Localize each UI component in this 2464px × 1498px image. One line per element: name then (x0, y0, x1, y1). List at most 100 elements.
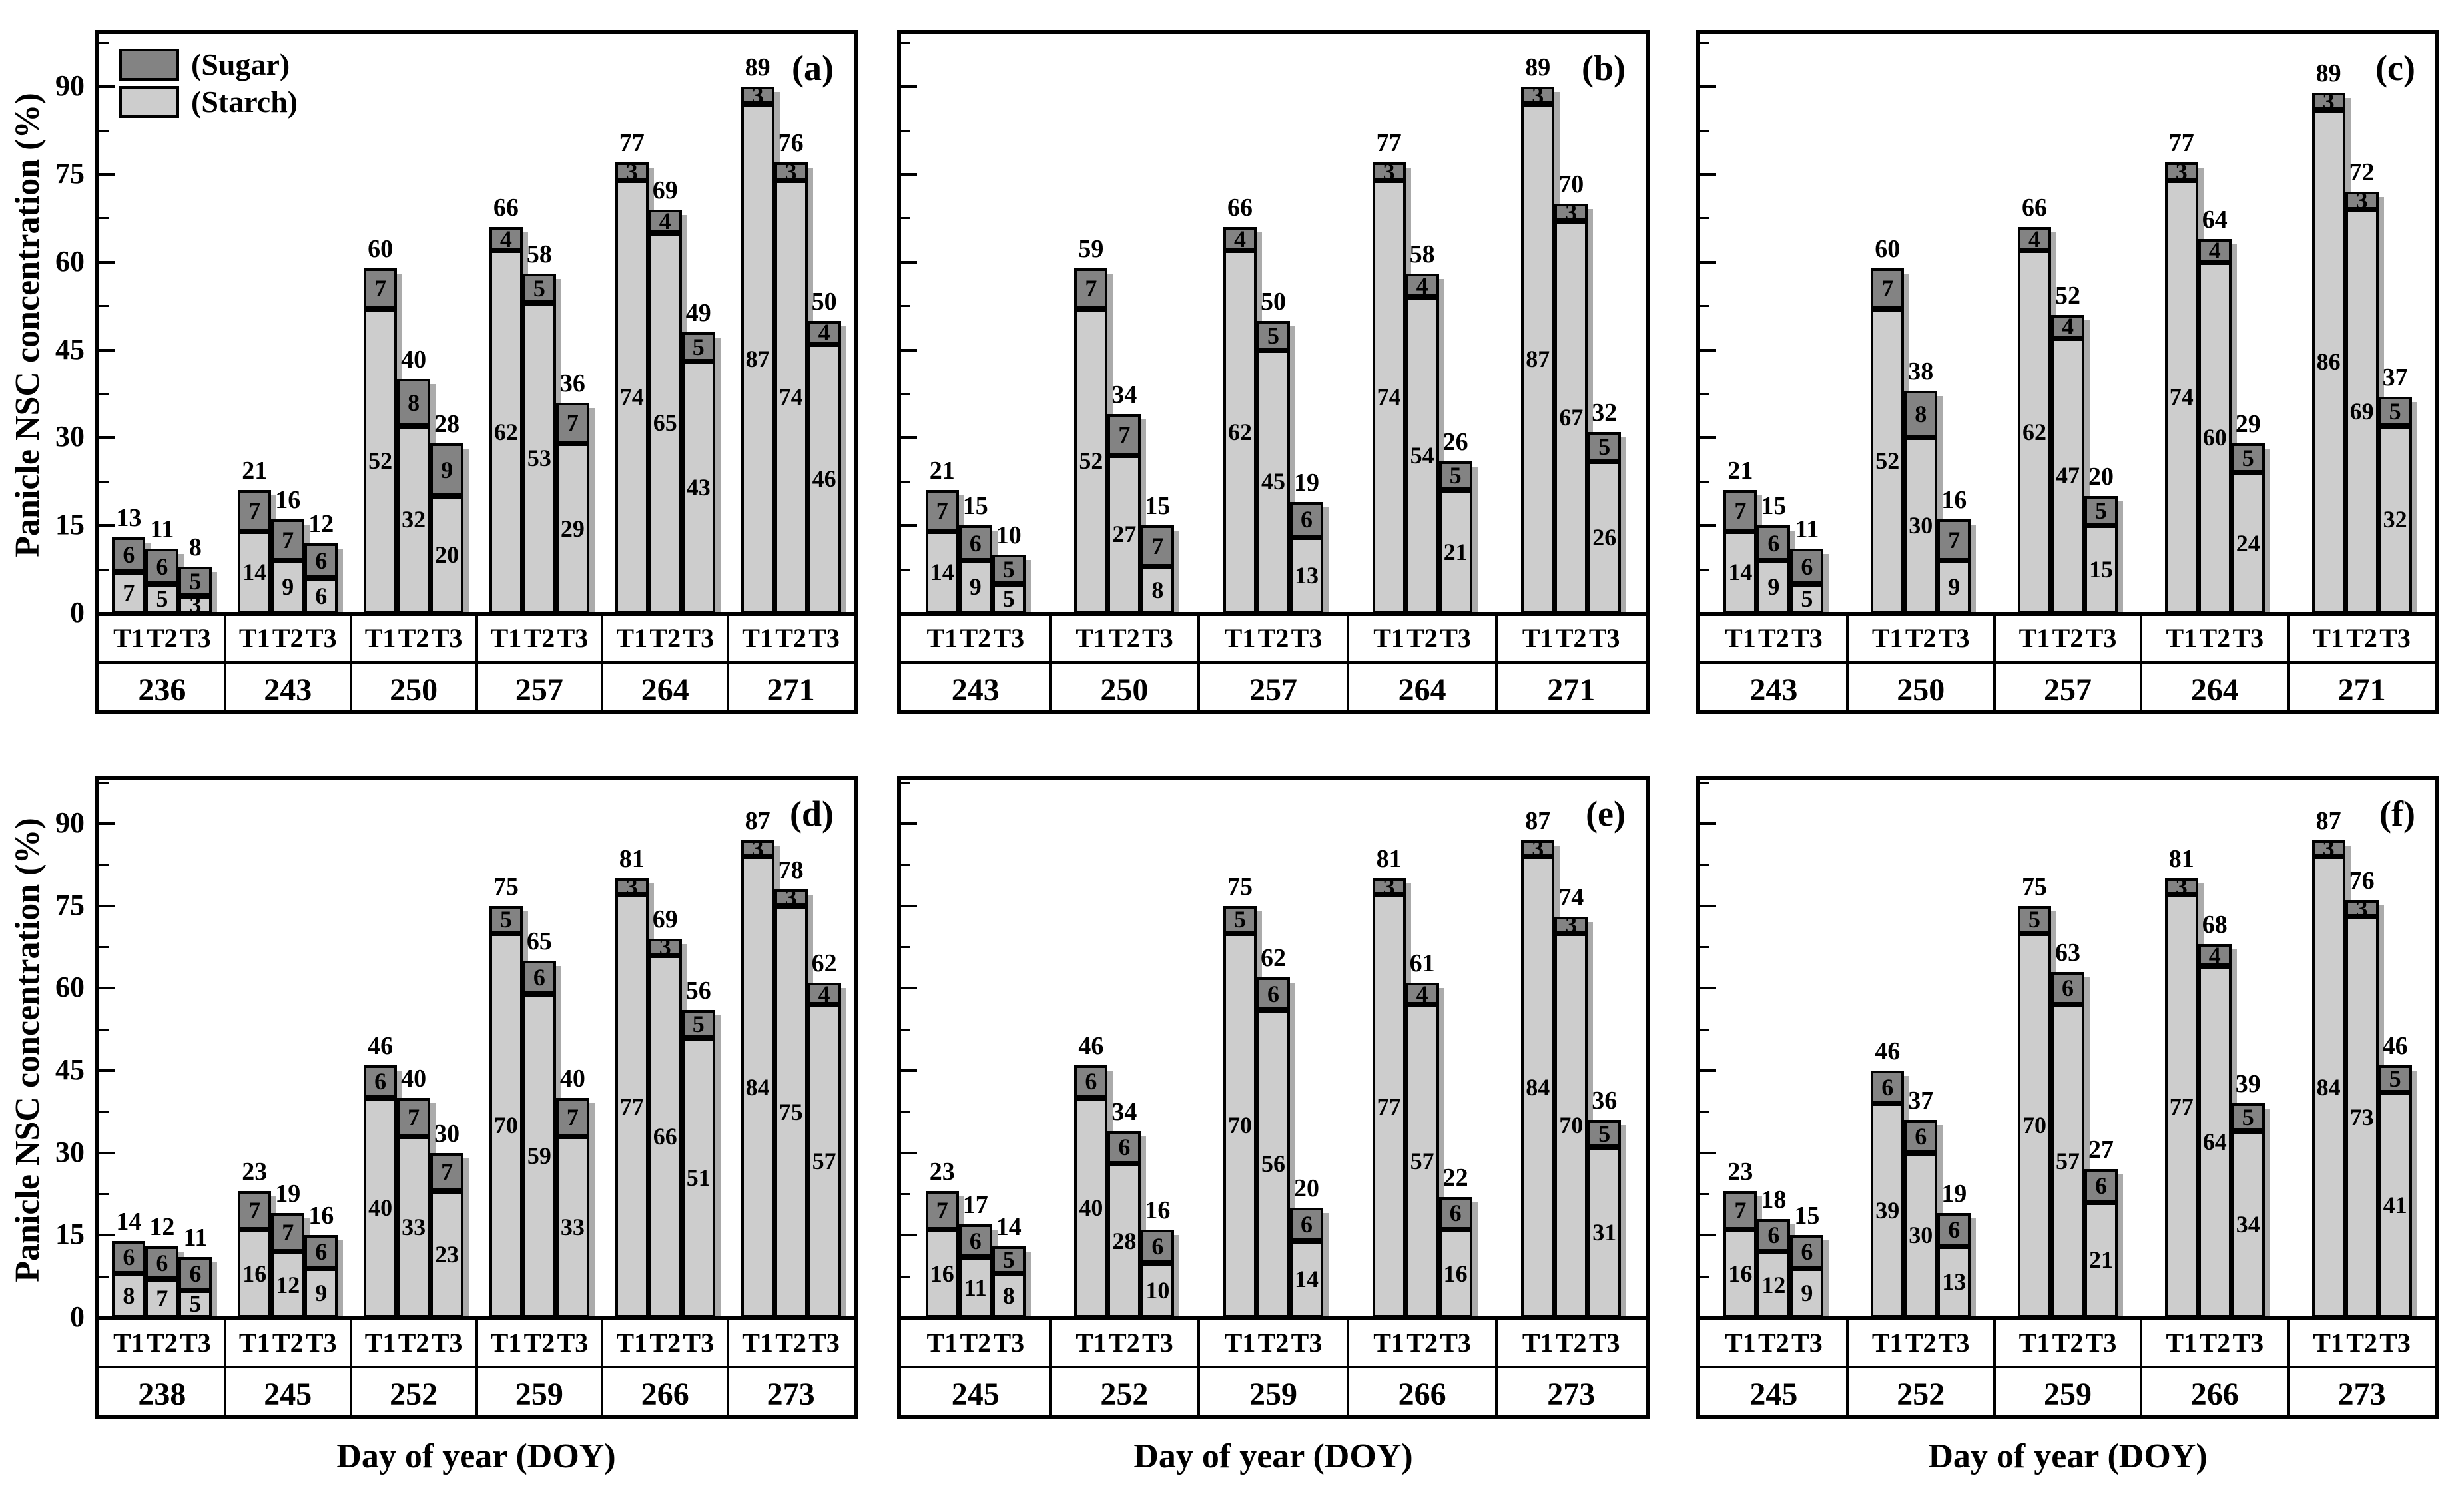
bar-doy252-T3: 7 23 (430, 1152, 464, 1318)
y-tick-major (1700, 904, 1716, 907)
starch-value-label: 28 (1112, 1227, 1137, 1254)
doy-label: 264 (641, 672, 689, 708)
treatment-label: T3 (1938, 1328, 1970, 1358)
y-tick-label: 30 (55, 1135, 85, 1168)
starch-value-label: 7 (156, 1285, 168, 1312)
starch-segment: 52 (364, 309, 398, 613)
starch-segment: 47 (2051, 338, 2084, 613)
group-separator (2140, 616, 2143, 710)
doy-label: 252 (1100, 1377, 1149, 1412)
starch-value-label: 52 (1079, 447, 1103, 475)
treatment-label: T1 (2313, 623, 2344, 653)
bar-doy266-T1: 3 77 (2164, 875, 2198, 1318)
sugar-segment: 6 (1107, 1130, 1141, 1164)
bar-doy252-T3: 6 13 (1937, 1213, 1971, 1318)
total-label: 23 (1727, 1158, 1753, 1186)
sugar-segment: 7 (238, 490, 272, 531)
starch-segment: 6 (304, 578, 338, 613)
starch-value-label: 73 (2349, 1104, 2374, 1131)
bar-doy271-T3: 4 46 (807, 320, 841, 613)
starch-value-label: 87 (745, 345, 770, 372)
starch-segment: 16 (1723, 1230, 1757, 1318)
treatment-label: T2 (523, 623, 555, 653)
doy-label: 259 (2043, 1377, 2092, 1412)
treatment-label: T3 (2379, 623, 2411, 653)
total-label: 15 (1761, 492, 1787, 521)
total-label: 40 (559, 1065, 585, 1093)
y-tick-label: 75 (55, 888, 85, 921)
sugar-value-label: 6 (1151, 1232, 1164, 1260)
sugar-segment: 4 (2198, 238, 2232, 262)
y-tick-minor (99, 217, 109, 220)
sugar-value-label: 3 (1565, 911, 1578, 939)
treatment-label: T3 (431, 1328, 463, 1358)
sugar-segment: 6 (1757, 1218, 1791, 1252)
starch-value-label: 70 (493, 1112, 518, 1139)
panel-d: 0 15 30 45 60 75 90 6 8 14 6 7 12 6 5 11 7 16 23 7 12 19 6 9 16 6… (55, 776, 858, 1419)
treatment-label: T2 (1905, 623, 1937, 653)
sugar-value-label: 5 (2095, 497, 2107, 525)
y-tick-minor (1700, 1192, 1709, 1195)
total-label: 74 (1558, 883, 1584, 912)
starch-segment: 40 (1074, 1098, 1108, 1318)
bar-doy257-T1: 4 62 (1223, 227, 1257, 613)
sugar-value-label: 4 (2208, 941, 2221, 969)
bar-doy243-T1: 7 14 (1723, 490, 1757, 613)
starch-value-label: 86 (2316, 348, 2341, 375)
y-tick-major (99, 1151, 115, 1154)
group-separator (1346, 616, 1349, 710)
starch-segment: 7 (112, 572, 146, 613)
treatment-label: T1 (1373, 623, 1404, 653)
sugar-value-label: 5 (499, 906, 512, 933)
total-label: 58 (1409, 240, 1435, 269)
y-tick-minor (1700, 1275, 1709, 1278)
sugar-value-label: 7 (1734, 497, 1747, 525)
total-label: 17 (962, 1190, 988, 1219)
sugar-segment: 6 (958, 525, 992, 561)
bar-doy250-T2: 8 32 (397, 379, 431, 613)
y-tick-major (901, 1069, 917, 1072)
treatment-label: T1 (1871, 623, 1903, 653)
y-tick-minor (99, 392, 109, 395)
y-tick-label: 15 (55, 508, 85, 541)
doy-label: 257 (2043, 672, 2092, 708)
sugar-value-label: 6 (1915, 1123, 1927, 1150)
treatment-label: T3 (808, 623, 840, 653)
starch-value-label: 43 (686, 474, 711, 501)
sugar-value-label: 3 (1383, 158, 1395, 185)
group-separator (2140, 1320, 2143, 1415)
doy-label: 266 (1398, 1377, 1446, 1412)
starch-segment: 16 (925, 1230, 959, 1318)
total-label: 40 (401, 346, 427, 374)
bar-doy273-T2: 3 70 (1554, 913, 1588, 1318)
bar-doy252-T2: 6 28 (1107, 1130, 1141, 1318)
doy-label: 250 (1100, 672, 1149, 708)
starch-segment: 52 (1074, 309, 1108, 613)
sugar-value-label: 6 (1948, 1216, 1961, 1244)
bar-doy271-T2: 3 67 (1554, 200, 1588, 613)
starch-segment: 30 (1904, 1152, 1938, 1318)
legend-label-starch: (Starch) (191, 85, 298, 119)
group-separator (349, 616, 352, 710)
sugar-value-label: 3 (1383, 873, 1395, 900)
starch-segment: 46 (807, 344, 841, 613)
starch-segment: 13 (1290, 537, 1323, 613)
starch-segment: 60 (2198, 262, 2232, 613)
sugar-value-label: 3 (1532, 835, 1544, 862)
treatment-label: T3 (1142, 623, 1173, 653)
sugar-segment: 3 (615, 160, 649, 184)
total-label: 38 (1908, 358, 1934, 386)
axis-band: T1 T2 T3 238 T1 T2 T3 245 T1 T2 T3 252 T1 T2 T3 259 T1 T2… (99, 1316, 854, 1415)
sugar-value-label: 9 (441, 456, 454, 483)
starch-value-label: 65 (653, 409, 677, 437)
bar-doy266-T2: 4 64 (2198, 941, 2232, 1318)
starch-value-label: 5 (189, 1290, 202, 1318)
treatment-label: T1 (742, 1328, 773, 1358)
treatment-label: T2 (1257, 1328, 1289, 1358)
bar-doy250-T2: 7 27 (1107, 414, 1141, 613)
sugar-value-label: 6 (123, 541, 135, 569)
